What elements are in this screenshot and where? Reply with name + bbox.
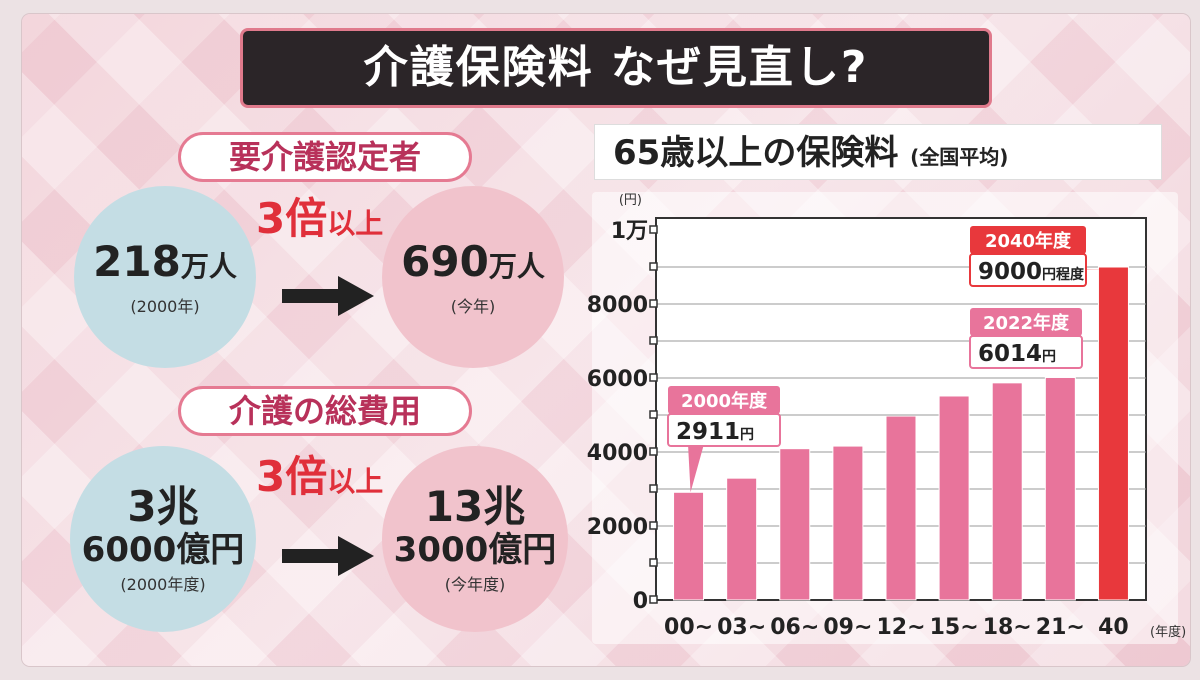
x-axis-label: (年度) [1150, 624, 1186, 640]
cost-before-line2: 6000億円 [81, 530, 245, 570]
bar [991, 382, 1023, 601]
y-tick-label: 0 [633, 589, 648, 614]
y-tick-mark [649, 373, 658, 382]
y-tick-mark [649, 447, 658, 456]
callout-amount-bg [969, 335, 1083, 369]
y-axis-label: (円) [619, 193, 642, 208]
callout-amount: 9000円程度 [978, 259, 1085, 285]
certified-before-circle: 218万人 (2000年) [74, 186, 256, 368]
callout-pointer [1056, 269, 1114, 270]
x-tick-label: 09~ [823, 615, 872, 640]
y-tick-label: 1万 [611, 219, 648, 244]
cost-arrow-icon [282, 536, 374, 576]
bar [938, 395, 970, 601]
cost-after-circle: 13兆 3000億円 (今年度) [382, 446, 568, 632]
certified-label: 要介護認定者 [178, 132, 472, 182]
y-tick-mark [649, 299, 658, 308]
certified-after-note: (今年) [450, 296, 496, 316]
x-tick-label: 00~ [664, 615, 713, 640]
headline: 介護保険料 なぜ見直し? [240, 28, 992, 108]
callout-year-bg [668, 386, 780, 414]
y-tick-mark [649, 595, 658, 604]
x-tick-label: 15~ [930, 615, 979, 640]
callout-year-bg [970, 226, 1086, 254]
callout-year: 2040年度 [985, 230, 1072, 252]
y-tick-mark [649, 336, 658, 345]
cost-multiplier: 3倍以上 [256, 452, 384, 501]
cost-after-line1: 13兆 [424, 482, 526, 531]
y-tick-mark [649, 484, 658, 493]
y-tick-mark [649, 521, 658, 530]
cost-before-line1: 3兆 [127, 482, 199, 531]
certified-after-value: 690万人 [401, 236, 545, 286]
callout-year-bg [970, 308, 1082, 336]
cost-before-circle: 3兆 6000億円 (2000年度) [70, 446, 256, 632]
bar [779, 448, 811, 601]
x-tick-label: 06~ [770, 615, 819, 640]
callout-year: 2022年度 [983, 312, 1070, 334]
x-tick-label: 18~ [983, 615, 1032, 640]
bar [832, 445, 864, 601]
x-tick-label: 21~ [1036, 615, 1085, 640]
bar [726, 477, 758, 601]
cost-after-note: (今年度) [444, 575, 506, 594]
y-tick-label: 4000 [587, 441, 648, 466]
callout-amount-bg [969, 253, 1087, 287]
chart-title: 65歳以上の保険料 (全国平均) [594, 124, 1162, 180]
bar [1044, 376, 1076, 601]
y-tick-mark [649, 262, 658, 271]
cost-label: 介護の総費用 [178, 386, 472, 436]
callout-pointer [688, 444, 704, 493]
bar [1097, 266, 1129, 601]
y-tick-label: 2000 [587, 515, 648, 540]
y-tick-label: 6000 [587, 367, 648, 392]
callout-amount: 2911円 [676, 419, 754, 445]
bar [673, 491, 705, 601]
certified-multiplier: 3倍以上 [256, 194, 384, 243]
cost-before-note: (2000年度) [120, 575, 206, 594]
callout-amount: 6014円 [978, 341, 1056, 367]
y-tick-label: 8000 [587, 293, 648, 318]
certified-arrow-icon [282, 276, 374, 316]
certified-before-note: (2000年) [130, 296, 200, 316]
certified-before-value: 218万人 [93, 236, 237, 286]
x-tick-label: 12~ [876, 615, 925, 640]
x-tick-label: 40 [1098, 615, 1129, 640]
certified-after-circle: 690万人 (今年) [382, 186, 564, 368]
callout-year: 2000年度 [681, 390, 768, 412]
y-tick-mark [649, 225, 658, 234]
y-tick-mark [649, 558, 658, 567]
x-tick-label: 03~ [717, 615, 766, 640]
bar [885, 415, 917, 601]
callout-amount-bg [667, 413, 781, 447]
cost-after-line2: 3000億円 [393, 530, 557, 570]
y-tick-mark [649, 410, 658, 419]
